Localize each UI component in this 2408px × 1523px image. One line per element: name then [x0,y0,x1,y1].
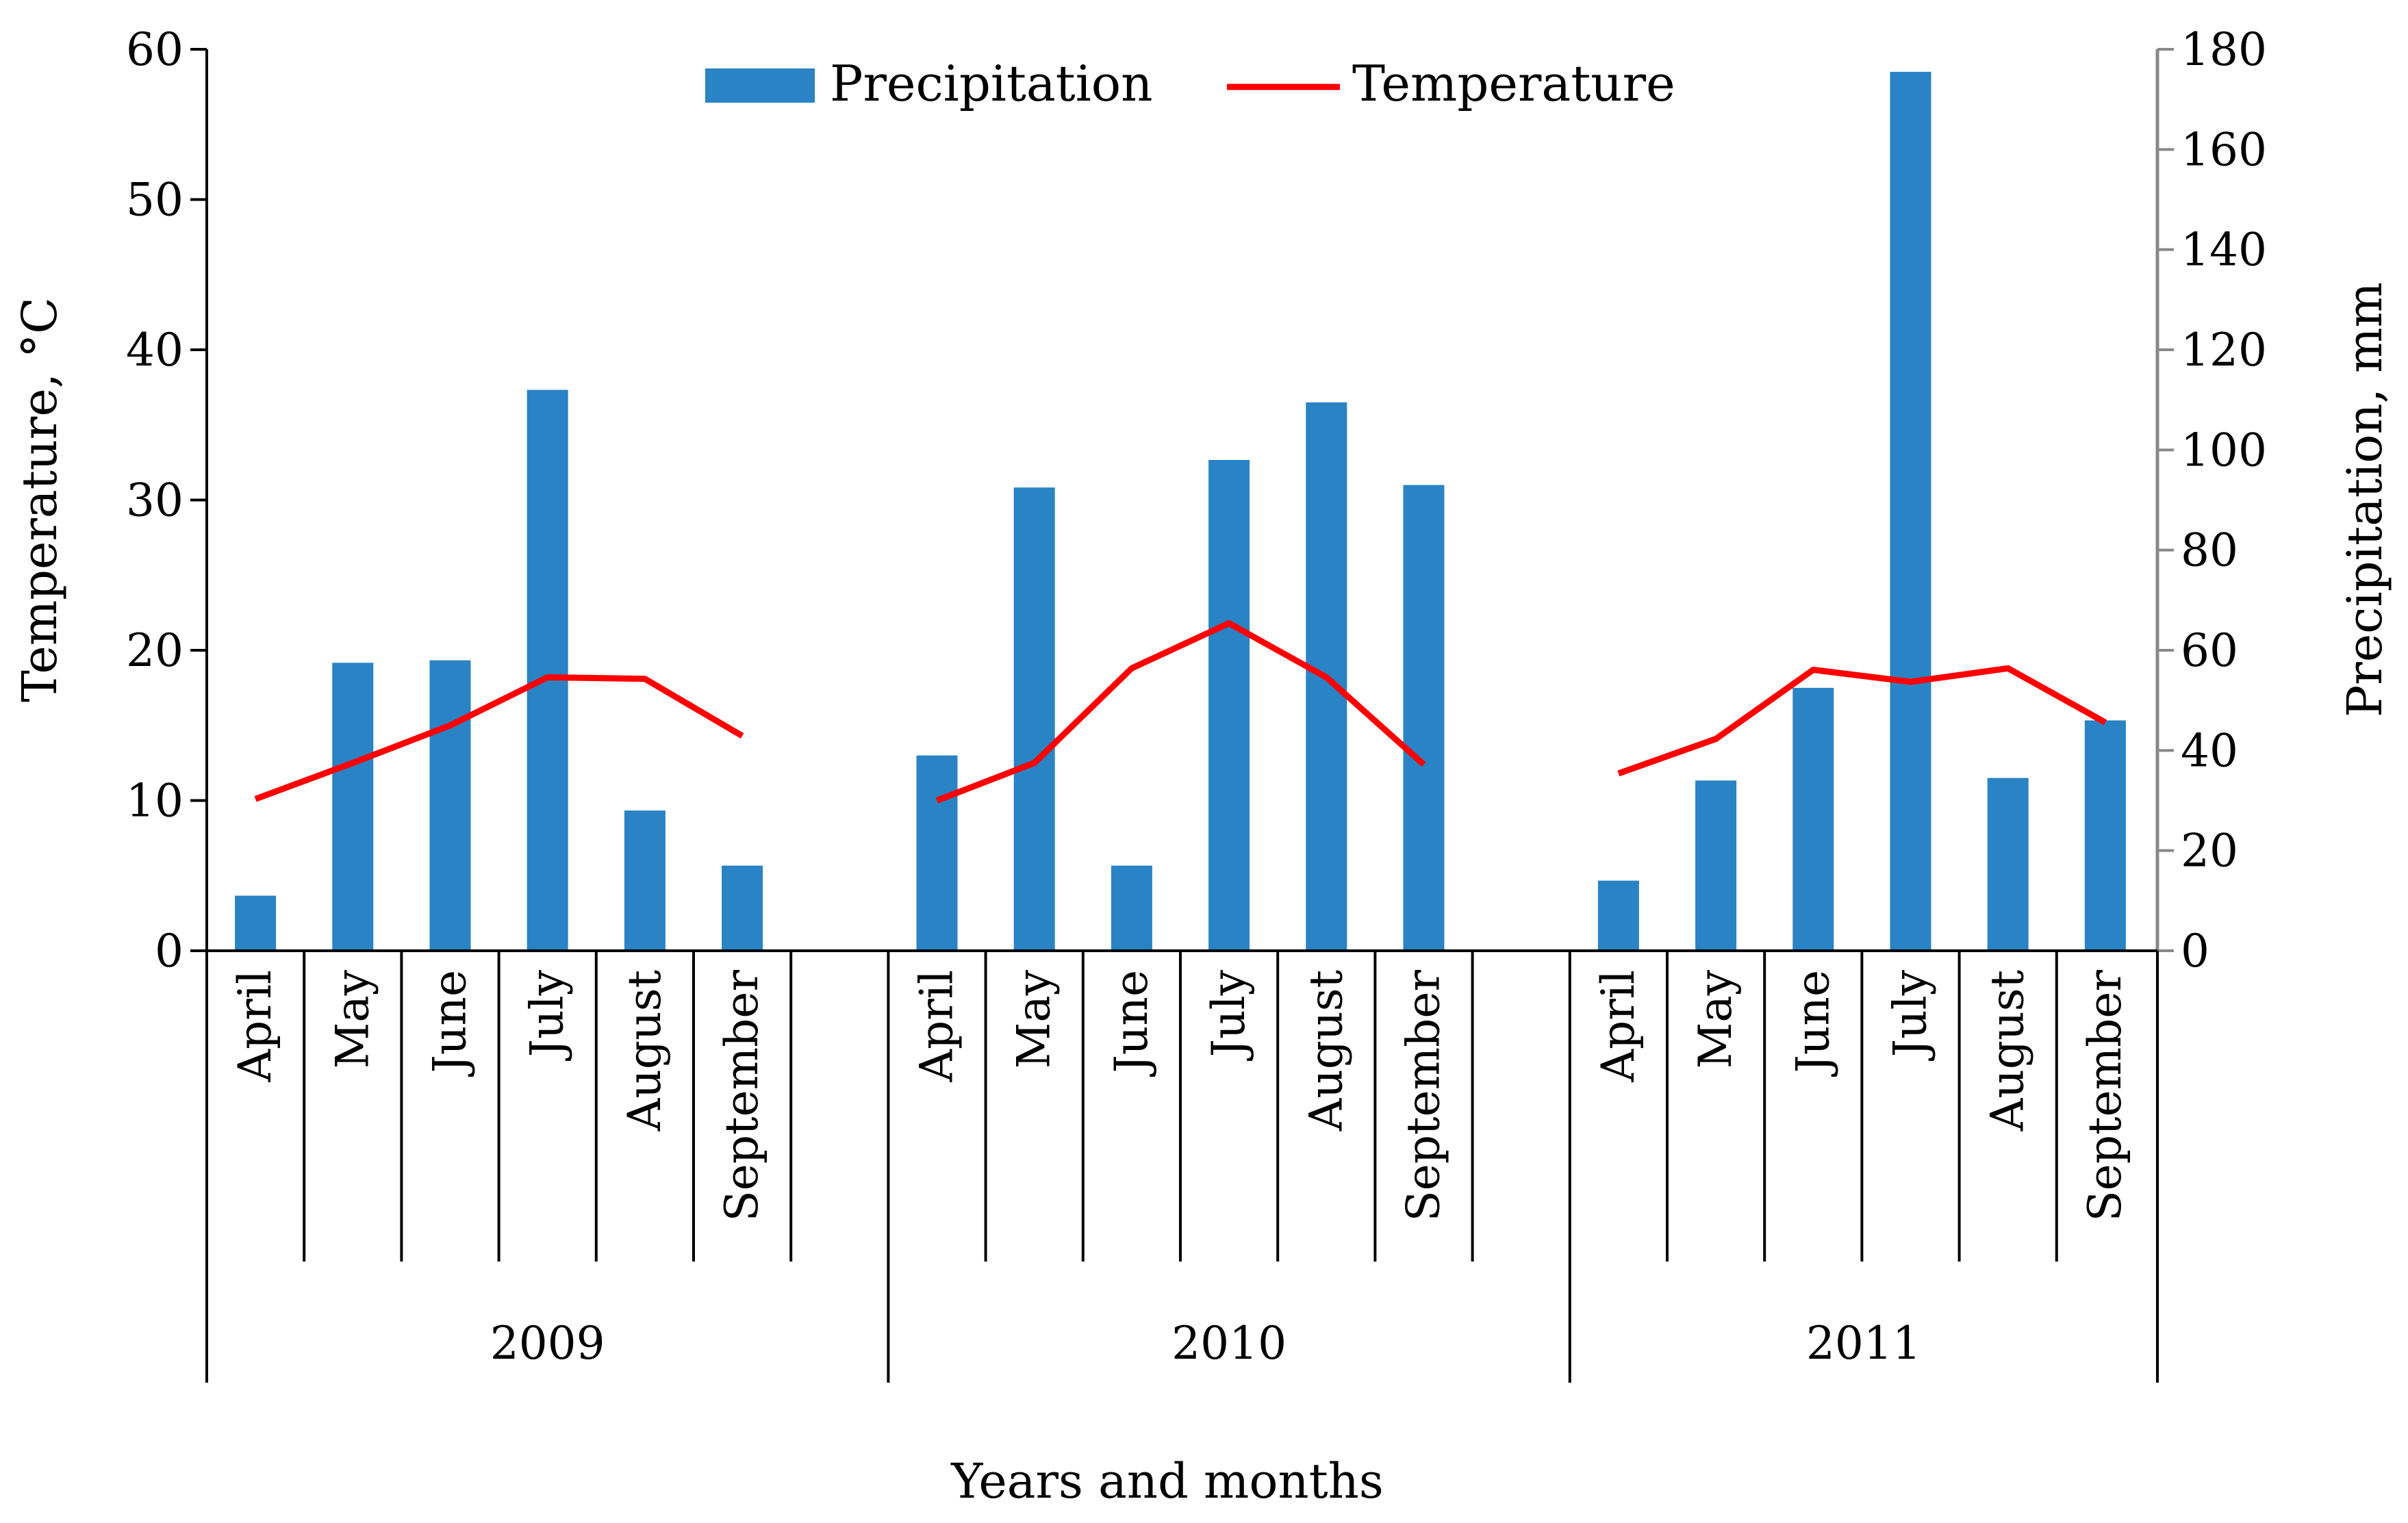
right-tick-label: 100 [2181,424,2267,476]
month-label-2009-june: June [424,970,477,1077]
right-tick-label: 60 [2181,624,2238,677]
year-label-2010: 2010 [1171,1317,1287,1370]
right-tick-label: 140 [2181,224,2267,277]
month-label-2010-july: July [1202,969,1255,1061]
month-label-2009-august: August [618,970,671,1131]
legend-temperature-label: Temperature [1352,55,1675,112]
right-tick-label: 180 [2181,23,2267,76]
precipitation-bar-2010-september [1403,485,1445,951]
legend-precipitation-swatch [705,68,815,103]
precipitation-bar-2011-july [1890,71,1931,951]
precipitation-bar-2009-september [722,865,763,951]
month-label-2010-june: June [1105,970,1158,1077]
left-tick-label: 10 [126,775,183,828]
precipitation-bar-2010-july [1208,459,1250,951]
precipitation-bar-2011-august [1987,778,2029,951]
precipitation-bar-2010-may [1013,487,1055,951]
precipitation-bar-2011-may [1695,780,1737,951]
month-label-2010-september: September [1397,970,1450,1222]
month-label-2010-august: August [1300,970,1352,1131]
temperature-line-2010 [935,620,1426,804]
month-label-2011-august: August [1981,970,2034,1131]
left-tick-label: 30 [126,474,183,527]
right-tick-label: 0 [2181,925,2209,977]
month-label-2009-september: September [715,970,768,1222]
left-tick-label: 60 [126,23,183,76]
precipitation-bar-2009-may [332,663,374,951]
precipitation-bar-2011-september [2084,720,2126,951]
temperature-line-2011 [1617,665,2107,777]
month-label-2009-may: May [326,969,379,1068]
precipitation-bar-2009-june [429,660,471,951]
precipitation-bar-2009-april [235,895,277,951]
precipitation-bar-2011-june [1792,687,1834,951]
precipitation-bar-2009-august [624,810,666,951]
temperature-line-2009 [254,674,744,802]
precipitation-bar-2010-april [916,755,958,951]
year-label-2011: 2011 [1806,1317,1921,1370]
precipitation-bar-2010-june [1111,865,1152,951]
right-tick-label: 120 [2181,324,2267,376]
month-label-2010-april: April [911,970,963,1083]
year-label-2009: 2009 [490,1317,605,1370]
month-label-2011-july: July [1884,969,1937,1061]
month-label-2011-june: June [1786,970,1839,1077]
month-label-2010-may: May [1008,969,1061,1068]
month-label-2011-may: May [1689,969,1742,1068]
month-label-2009-april: April [229,970,281,1083]
right-tick-label: 80 [2181,524,2238,577]
left-tick-label: 20 [126,624,183,677]
month-label-2011-april: April [1592,970,1645,1083]
right-tick-label: 40 [2181,724,2238,777]
right-tick-label: 20 [2181,825,2238,878]
month-label-2011-september: September [2079,970,2131,1222]
left-tick-label: 0 [155,925,183,977]
precipitation-bar-2009-july [527,389,568,951]
left-tick-label: 40 [126,324,183,376]
precipitation-bar-2011-april [1597,880,1639,951]
right-tick-label: 160 [2181,123,2267,176]
left-tick-label: 50 [126,174,183,227]
x-axis-title: Years and months [950,1453,1384,1509]
left-axis-title: Temperature, °C [12,297,68,702]
right-axis-title: Precipitation, mm [2337,282,2393,717]
legend-precipitation-label: Precipitation [830,55,1152,112]
month-label-2009-july: July [521,969,574,1061]
